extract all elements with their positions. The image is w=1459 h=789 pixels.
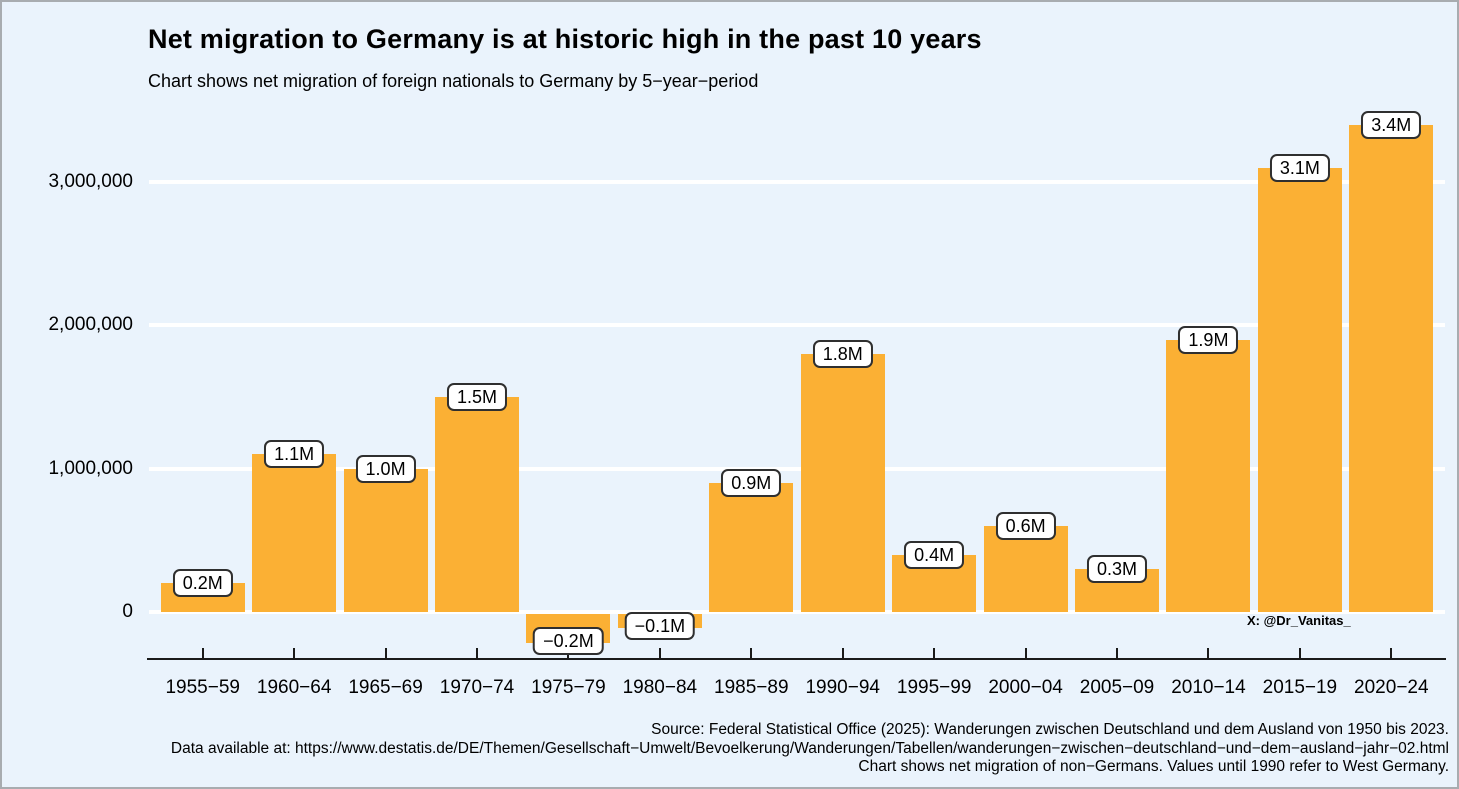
x-tick-label: 1975−79 bbox=[531, 677, 606, 698]
bar-value-label: 3.1M bbox=[1269, 153, 1330, 182]
x-tick-label: 1955−59 bbox=[165, 677, 240, 698]
bar bbox=[343, 468, 428, 612]
x-axis-tick bbox=[1116, 648, 1118, 658]
footer-data-url-line: Data available at: https://www.destatis.… bbox=[170, 739, 1449, 757]
y-tick-label: 3,000,000 bbox=[48, 171, 133, 192]
bar bbox=[1349, 124, 1434, 612]
x-tick-label: 2005−09 bbox=[1079, 677, 1155, 698]
x-axis-tick bbox=[384, 648, 387, 658]
x-tick-label: 1960−64 bbox=[256, 677, 332, 698]
bar-value-label: 1.1M bbox=[264, 440, 325, 469]
x-axis-tick bbox=[476, 648, 478, 658]
bar-value-label: 1.5M bbox=[446, 383, 508, 411]
x-tick-label: 1990−94 bbox=[805, 677, 880, 698]
x-axis-tick bbox=[841, 648, 844, 658]
y-gridline bbox=[149, 323, 1445, 328]
bar-value-label: 3.4M bbox=[1361, 110, 1422, 139]
bar-value-label: 1.9M bbox=[1178, 325, 1239, 354]
y-tick-label: 2,000,000 bbox=[48, 314, 133, 336]
y-tick-label: 0 bbox=[122, 601, 133, 622]
chart-subtitle: Chart shows net migration of foreign nat… bbox=[148, 71, 759, 91]
footer-note-line: Chart shows net migration of non−Germans… bbox=[858, 758, 1449, 775]
x-tick-label: 2000−04 bbox=[988, 677, 1063, 698]
bar bbox=[252, 454, 337, 612]
y-tick-label: 1,000,000 bbox=[48, 457, 133, 479]
bar-value-label: 0.2M bbox=[172, 569, 233, 598]
x-tick-label: 1965−69 bbox=[348, 677, 423, 698]
bar bbox=[983, 526, 1068, 612]
x-axis-tick bbox=[293, 648, 296, 658]
footer-notes: Source: Federal Statistical Office (2025… bbox=[9, 721, 1449, 777]
x-tick-label: 2020−24 bbox=[1354, 677, 1429, 698]
y-gridline bbox=[149, 610, 1445, 614]
bar-value-label: 1.8M bbox=[812, 340, 873, 368]
bar-value-label: 0.9M bbox=[721, 469, 782, 497]
bar-value-label: −0.2M bbox=[533, 626, 604, 655]
bar-value-label: 0.3M bbox=[1086, 555, 1148, 583]
x-tick-label: 1980−84 bbox=[622, 677, 698, 698]
x-axis-line bbox=[147, 658, 1446, 660]
x-tick-label: 2010−14 bbox=[1171, 677, 1246, 698]
bar-value-label: 0.4M bbox=[904, 540, 965, 569]
x-axis-tick bbox=[1390, 648, 1393, 658]
x-tick-label: 2015−19 bbox=[1262, 677, 1338, 698]
bar bbox=[1257, 167, 1342, 612]
y-gridline bbox=[149, 180, 1445, 184]
bar-value-label: 0.6M bbox=[995, 512, 1056, 540]
x-tick-label: 1970−74 bbox=[439, 677, 515, 698]
x-axis-tick bbox=[1207, 648, 1210, 658]
bar bbox=[709, 483, 794, 612]
bar bbox=[435, 397, 519, 612]
x-axis-tick bbox=[1024, 648, 1027, 658]
footer-source-line: Source: Federal Statistical Office (2025… bbox=[651, 721, 1449, 738]
x-axis-tick bbox=[201, 648, 204, 658]
watermark-credit: X: @Dr_Vanitas_ bbox=[1247, 613, 1351, 628]
y-gridline bbox=[149, 466, 1445, 471]
bar bbox=[1166, 339, 1251, 612]
x-axis-tick bbox=[933, 648, 936, 658]
x-axis-tick bbox=[1298, 648, 1301, 658]
x-tick-label: 1995−99 bbox=[896, 677, 972, 698]
x-axis-tick bbox=[658, 648, 661, 658]
chart-title: Net migration to Germany is at historic … bbox=[148, 24, 982, 54]
x-tick-label: 1985−89 bbox=[714, 677, 789, 698]
bar-value-label: 1.0M bbox=[355, 454, 416, 483]
bar bbox=[800, 354, 885, 612]
bar-value-label: −0.1M bbox=[624, 612, 696, 641]
x-axis-tick bbox=[750, 648, 753, 658]
